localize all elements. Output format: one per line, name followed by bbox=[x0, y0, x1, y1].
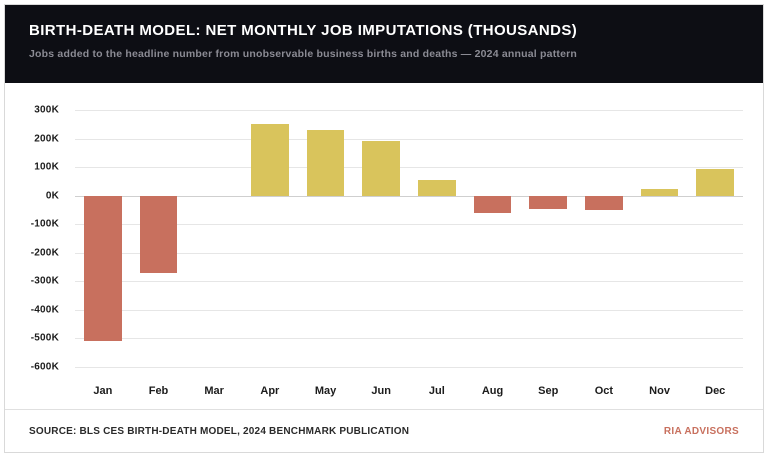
y-tick-label: -200K bbox=[30, 247, 59, 259]
bar-feb bbox=[139, 195, 178, 273]
gridline bbox=[75, 110, 743, 111]
x-tick-label: Apr bbox=[260, 385, 280, 397]
bar-dec bbox=[696, 168, 735, 196]
y-axis-labels: 300K 200K 100K 0K -100K -200K -300K -400K -500K -… bbox=[5, 105, 65, 373]
bar-slot bbox=[131, 110, 187, 367]
bar-slot bbox=[298, 110, 354, 367]
y-tick-label: 300K bbox=[34, 104, 59, 116]
x-tick-label: Jul bbox=[428, 385, 445, 397]
gridline bbox=[75, 224, 743, 226]
x-tick-label: Aug bbox=[481, 385, 504, 397]
bar-may bbox=[306, 129, 345, 196]
gridline bbox=[75, 167, 743, 169]
x-tick-label: Oct bbox=[594, 385, 614, 397]
y-tick-label: 100K bbox=[34, 161, 59, 173]
bars-layer bbox=[75, 110, 743, 367]
gridline bbox=[75, 195, 743, 197]
y-tick-label: -500K bbox=[30, 332, 59, 344]
gridline bbox=[75, 338, 743, 340]
bar-slot bbox=[687, 110, 743, 367]
x-axis-labels: Jan Feb Mar Apr May Jun Jul Aug Sep Oct Nov Dec bbox=[75, 385, 743, 397]
y-tick-label: -300K bbox=[30, 275, 59, 287]
gridline bbox=[75, 252, 743, 254]
bar-jun bbox=[362, 141, 401, 196]
bar-slot bbox=[576, 110, 632, 367]
bar-slot bbox=[186, 110, 242, 367]
x-tick-label: Dec bbox=[705, 385, 726, 397]
y-tick-label: 0K bbox=[45, 190, 59, 202]
bar-nov bbox=[640, 188, 679, 196]
source-note: SOURCE: BLS CES BIRTH-DEATH MODEL, 2024 … bbox=[29, 425, 410, 437]
y-tick-label: -600K bbox=[30, 361, 59, 373]
bar-jan bbox=[83, 195, 122, 342]
y-tick-label: -100K bbox=[30, 218, 59, 230]
x-tick-label: Feb bbox=[148, 385, 169, 397]
y-tick-label: -400K bbox=[30, 304, 59, 316]
x-tick-label: Nov bbox=[649, 385, 670, 397]
chart-header: BIRTH-DEATH MODEL: NET MONTHLY JOB IMPUT… bbox=[5, 5, 763, 83]
bar-apr bbox=[250, 124, 289, 196]
chart-card: BIRTH-DEATH MODEL: NET MONTHLY JOB IMPUT… bbox=[4, 4, 764, 453]
bar-slot bbox=[520, 110, 576, 367]
bar-slot bbox=[632, 110, 688, 367]
gridline bbox=[75, 281, 743, 283]
y-tick-label: 200K bbox=[34, 133, 59, 145]
bar-slot bbox=[465, 110, 521, 367]
brand-label: RIA ADVISORS bbox=[663, 425, 739, 437]
bar-slot bbox=[242, 110, 298, 367]
chart-subtitle: Jobs added to the headline number from u… bbox=[29, 48, 578, 60]
bar-slot bbox=[353, 110, 409, 367]
bar-sep bbox=[529, 195, 568, 209]
gridline bbox=[75, 138, 743, 140]
bar-oct bbox=[584, 195, 623, 210]
chart-title: BIRTH-DEATH MODEL: NET MONTHLY JOB IMPUT… bbox=[29, 22, 578, 39]
plot-area bbox=[75, 110, 743, 368]
gridline bbox=[75, 367, 743, 368]
x-tick-label: Jun bbox=[371, 385, 391, 397]
bar-aug bbox=[473, 195, 512, 213]
gridline bbox=[75, 309, 743, 311]
bar-slot bbox=[409, 110, 465, 367]
chart-area: 300K 200K 100K 0K -100K -200K -300K -400K -500K -… bbox=[5, 83, 763, 409]
chart-footer: SOURCE: BLS CES BIRTH-DEATH MODEL, 2024 … bbox=[5, 409, 763, 452]
x-tick-label: Jan bbox=[93, 385, 113, 397]
x-tick-label: May bbox=[314, 385, 337, 397]
x-tick-label: Mar bbox=[204, 385, 224, 397]
bar-jul bbox=[417, 179, 456, 196]
bar-slot bbox=[75, 110, 131, 367]
x-tick-label: Sep bbox=[538, 385, 559, 397]
